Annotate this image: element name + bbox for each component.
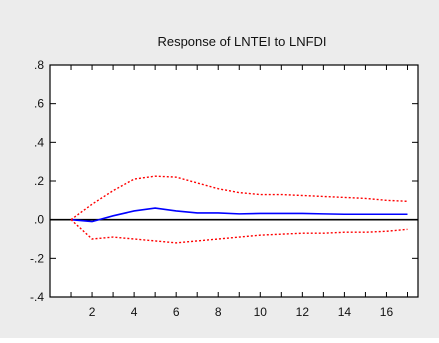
- x-tick-label: 6: [173, 305, 180, 319]
- chart-title: Response of LNTEI to LNFDI: [157, 34, 326, 49]
- y-tick-label: .6: [34, 97, 44, 111]
- y-tick-label: .0: [34, 213, 44, 227]
- x-tick-label: 8: [215, 305, 222, 319]
- y-tick-label: -.4: [30, 290, 44, 304]
- x-tick-label: 10: [254, 305, 268, 319]
- x-tick-label: 4: [131, 305, 138, 319]
- y-tick-label: .8: [34, 58, 44, 72]
- y-tick-label: -.2: [30, 251, 44, 265]
- y-tick-label: .4: [34, 135, 44, 149]
- x-tick-label: 12: [296, 305, 310, 319]
- x-tick-label: 14: [338, 305, 352, 319]
- x-tick-label: 16: [380, 305, 394, 319]
- y-tick-label: .2: [34, 174, 44, 188]
- plot-area: [50, 65, 418, 297]
- x-tick-label: 2: [89, 305, 96, 319]
